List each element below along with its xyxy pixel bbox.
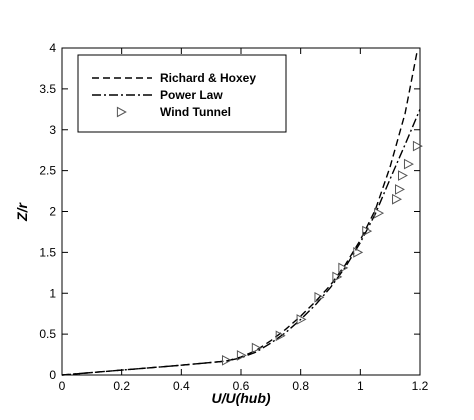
wind-tunnel-point: [251, 342, 262, 354]
wind-tunnel-point: [395, 184, 405, 195]
wind-tunnel-point: [374, 207, 385, 219]
y-tick-label: 4: [49, 41, 56, 55]
wind-tunnel-point: [403, 158, 414, 170]
legend-label: Richard & Hoxey: [160, 71, 256, 85]
power-law-line: [61, 109, 421, 376]
y-tick-label: 3.5: [39, 82, 56, 96]
wind-tunnel-point: [236, 350, 247, 361]
y-tick-label: 0: [49, 368, 56, 382]
y-tick-label: 3: [49, 123, 56, 137]
legend: Richard & Hoxey Power Law Wind Tunnel: [92, 71, 256, 119]
y-axis-title: Z/r: [14, 202, 30, 222]
x-tick-label: 0.6: [233, 379, 250, 393]
wind-tunnel-point: [353, 247, 364, 258]
x-tick-label: 0.2: [113, 379, 130, 393]
legend-label: Power Law: [160, 88, 223, 102]
y-tick-label: 1: [49, 286, 56, 300]
wind-tunnel-point: [392, 193, 402, 205]
y-tick-label: 1.5: [39, 245, 56, 259]
y-tick-label: 0.5: [39, 327, 56, 341]
x-tick-label: 1.2: [412, 379, 429, 393]
x-tick-label: 0: [59, 379, 66, 393]
x-axis-title: U/U(hub): [211, 390, 270, 406]
wind-tunnel-point: [412, 140, 423, 152]
axis-ticks: 0 0.2 0.4 0.6 0.8 1 1.2 0 0.5 1 1.5 2 2.5 3 3.5 4: [39, 41, 428, 393]
legend-marker-wind-tunnel: [116, 106, 127, 118]
wind-tunnel-point: [221, 354, 232, 366]
wind-tunnel-point: [296, 314, 307, 325]
x-tick-label: 1: [357, 379, 364, 393]
wind-tunnel-point: [338, 262, 349, 274]
series-layer: [61, 51, 423, 376]
wind-tunnel-point: [314, 292, 325, 303]
wind-tunnel-point: [398, 170, 408, 181]
y-tick-label: 2: [49, 205, 56, 219]
wind-tunnel-point: [275, 330, 286, 342]
legend-label: Wind Tunnel: [160, 105, 231, 119]
x-tick-label: 0.8: [292, 379, 309, 393]
wind-tunnel-point: [332, 271, 343, 283]
x-tick-label: 0.4: [173, 379, 190, 393]
y-tick-label: 2.5: [39, 164, 56, 178]
wind-tunnel-point: [362, 225, 373, 237]
legend-box: [77, 54, 287, 133]
